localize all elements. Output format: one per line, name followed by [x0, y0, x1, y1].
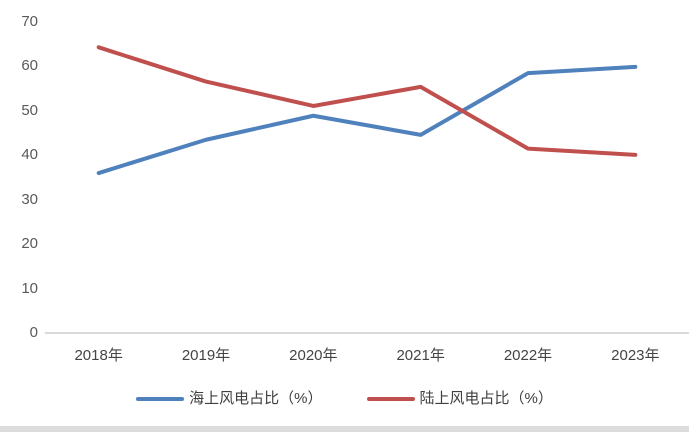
y-tick-label: 10	[21, 279, 38, 297]
x-tick-label: 2019年	[181, 347, 231, 364]
y-tick-label: 40	[21, 146, 38, 164]
legend: 海上风电占比（%） 陆上风电占比（%）	[0, 386, 689, 412]
legend-item-0: 海上风电占比（%）	[136, 387, 323, 411]
y-tick-label: 20	[21, 235, 38, 253]
y-tick-label: 70	[21, 13, 38, 30]
bottom-border	[0, 426, 689, 432]
legend-label: 海上风电占比（%）	[189, 390, 323, 407]
y-tick-label: 50	[21, 101, 38, 119]
legend-line-swatch	[136, 397, 185, 401]
y-tick-label: 60	[21, 57, 38, 75]
x-tick-label: 2020年	[289, 347, 338, 364]
series-line-1	[96, 45, 638, 157]
x-axis-line	[45, 332, 689, 334]
x-tick-label: 2022年	[503, 347, 553, 364]
x-tick-label: 2018年	[74, 347, 123, 364]
x-axis: 2018年 2019年 2020年 2021年 2022年 2023年	[0, 345, 689, 369]
y-tick-label: 0	[29, 324, 38, 341]
plot-svg	[96, 45, 638, 176]
x-tick-label: 2023年	[611, 347, 660, 364]
legend-line-swatch	[366, 397, 415, 401]
legend-label: 陆上风电占比（%）	[419, 390, 553, 407]
y-axis: 0 10 20 30 40 50 60 70	[0, 0, 38, 360]
y-tick-label: 30	[21, 190, 38, 208]
legend-item-1: 陆上风电占比（%）	[366, 387, 553, 411]
series-line-0	[96, 64, 638, 176]
plot-area	[45, 22, 689, 333]
x-tick-label: 2021年	[396, 347, 445, 364]
